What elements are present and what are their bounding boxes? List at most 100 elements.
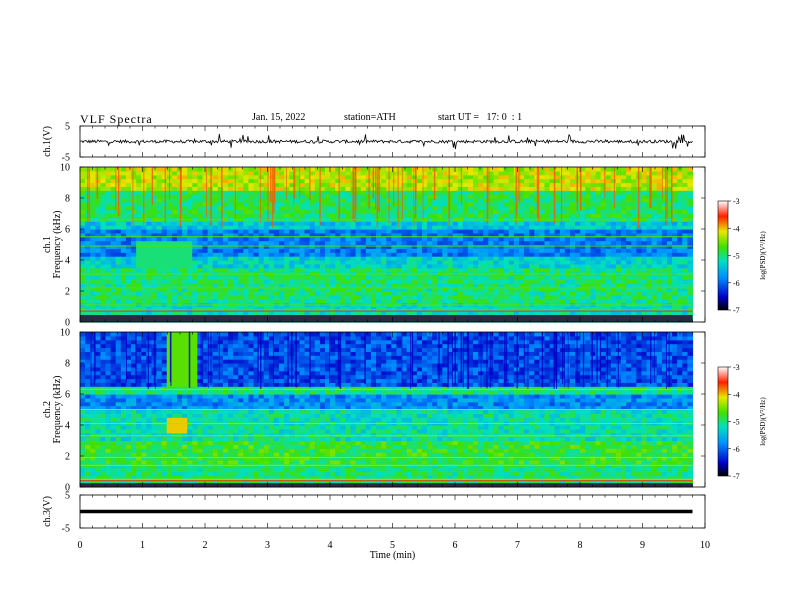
- ch1-spectrogram-cell: [467, 221, 474, 226]
- ch1-spectrogram-cell: [381, 306, 387, 311]
- ch1-spectrogram-cell: [340, 232, 347, 238]
- ch1-spectrogram-cell: [330, 205, 336, 211]
- ch1-spectrogram-cell: [600, 205, 607, 211]
- ch1-spectrogram-cell: [580, 283, 586, 288]
- ch1-spectrogram-cell: [672, 252, 678, 257]
- ch1-spectrogram-cell: [335, 256, 341, 261]
- ch1-spectrogram-cell: [585, 182, 592, 187]
- ch1-spectrogram-cell: [646, 213, 653, 218]
- ch1-spectrogram-cell: [263, 294, 270, 300]
- ch1-spectrogram-cell: [289, 252, 295, 257]
- ch1-spectrogram-cell: [100, 283, 107, 288]
- ch1-spectrogram-cell: [182, 198, 188, 203]
- ch1-spectrogram-cell: [350, 252, 357, 257]
- ch1-spectrogram-cell: [192, 256, 198, 261]
- ch1-spectrogram-cell: [309, 232, 316, 238]
- ch1-spectrogram-cell: [646, 287, 653, 292]
- ch1-spectrogram-cell: [580, 294, 586, 300]
- ch1-spectrogram-cell: [570, 178, 576, 184]
- ch1-spectrogram-cell: [605, 291, 612, 296]
- ch1-spectrogram-cell: [498, 221, 505, 226]
- ch1-spectrogram-cell: [253, 198, 260, 203]
- ch1-spectrogram-cell: [518, 283, 525, 288]
- ch1-spectrogram-cell: [370, 236, 377, 242]
- ch1-spectrogram-cell: [309, 182, 316, 187]
- ch1-spectrogram-cell: [268, 263, 275, 269]
- ch2-spectrogram-cell: [85, 363, 91, 368]
- ch1-spectrogram-cell: [437, 283, 443, 288]
- ch1-spectrogram-cell: [549, 205, 556, 211]
- ch1-spectrogram-cell: [462, 225, 469, 230]
- ch1-spectrogram-cell: [355, 213, 362, 218]
- ch1-spectrogram-cell: [166, 198, 173, 203]
- ch1-spectrogram-cell: [176, 256, 183, 261]
- ch1-spectrogram-cell: [105, 213, 112, 218]
- ch1-spectrogram-cell: [258, 198, 265, 203]
- ch1-spectrogram-cell: [641, 201, 648, 207]
- ch1-spectrogram-cell: [304, 232, 311, 238]
- ch2-spectrogram-cell: [85, 471, 91, 476]
- ch1-spectrogram-cell: [421, 248, 428, 253]
- ch1-spectrogram-cell: [518, 263, 525, 269]
- ch1-spectrogram-cell: [621, 260, 627, 265]
- ch1-spectrogram-cell: [228, 205, 234, 211]
- ch1-spectrogram-cell: [570, 256, 576, 261]
- ch2-spectrogram-cell: [90, 417, 96, 422]
- ch1-spectrogram-cell: [340, 225, 347, 230]
- ch1-spectrogram-cell: [447, 252, 454, 257]
- ch1-spectrogram-cell: [131, 275, 137, 280]
- ch1-spectrogram-cell: [248, 306, 255, 311]
- ch1-spectrogram-cell: [447, 298, 454, 304]
- ch1-spectrogram-cell: [391, 287, 398, 292]
- ch1-spectrogram-cell: [483, 236, 489, 242]
- ch1-spectrogram-cell: [585, 306, 592, 311]
- ch1-spectrogram-cell: [682, 236, 688, 242]
- ch1-spectrogram-cell: [319, 240, 326, 246]
- ch1-spectrogram-cell: [136, 201, 142, 207]
- ch1-spectrogram-cell: [309, 198, 316, 203]
- ch1-spectrogram-cell: [457, 232, 464, 238]
- ch1-spectrogram-cell: [600, 190, 607, 195]
- ch1-spectrogram-cell: [452, 190, 459, 195]
- ch1-spectrogram-cell: [610, 244, 617, 249]
- ch1-spectrogram-cell: [258, 186, 265, 191]
- ch1-spectrogram-cell: [401, 178, 408, 184]
- ch1-spectrogram-cell: [473, 186, 479, 191]
- ch1-spectrogram-cell: [462, 310, 469, 315]
- ch1-spectrogram-cell: [416, 213, 423, 218]
- ch1-spectrogram-cell: [605, 205, 612, 211]
- ch1-spectrogram-cell: [549, 182, 556, 187]
- ch1-spectrogram-cell: [182, 248, 188, 253]
- ch1-spectrogram-cell: [590, 283, 597, 288]
- ch1-spectrogram-cell: [258, 240, 265, 246]
- ch1-spectrogram-cell: [610, 186, 617, 191]
- ch1-spectrogram-cell: [457, 267, 464, 273]
- ch1-spectrogram-cell: [457, 198, 464, 203]
- ch1-spectrogram-cell: [432, 298, 438, 304]
- ch1-spectrogram-cell: [646, 225, 653, 230]
- ch1-spectrogram-cell: [666, 167, 673, 172]
- ch1-spectrogram-cell: [243, 283, 250, 288]
- ch1-spectrogram-cell: [401, 182, 408, 187]
- ch1-spectrogram-cell: [120, 225, 127, 230]
- ch1-spectrogram-cell: [513, 236, 520, 242]
- ch1-spectrogram-cell: [171, 283, 178, 288]
- ch1-spectrogram-cell: [554, 194, 561, 199]
- ch1-spectrogram-cell: [432, 244, 438, 249]
- ch1-spectrogram-cell: [161, 298, 168, 304]
- ch1-spectrogram-cell: [610, 294, 617, 300]
- ch1-spectrogram-cell: [478, 186, 484, 191]
- ch1-spectrogram-cell: [228, 174, 234, 180]
- ch1-spectrogram-cell: [687, 205, 694, 211]
- ch1-spectrogram-cell: [284, 240, 290, 246]
- ch1-spectrogram-cell: [222, 194, 229, 199]
- ch1-spectrogram-cell: [401, 256, 408, 261]
- ch1-spectrogram-cell: [462, 260, 469, 265]
- ch1-spectrogram-cell: [258, 287, 265, 292]
- ch1-spectrogram-cell: [212, 209, 219, 215]
- ch1-spectrogram-cell: [197, 252, 204, 257]
- ch1-spectrogram-cell: [396, 260, 403, 265]
- ch1-spectrogram-cell: [610, 178, 617, 184]
- ch1-spectrogram-cell: [524, 178, 530, 184]
- ch1-spectrogram-cell: [95, 240, 102, 246]
